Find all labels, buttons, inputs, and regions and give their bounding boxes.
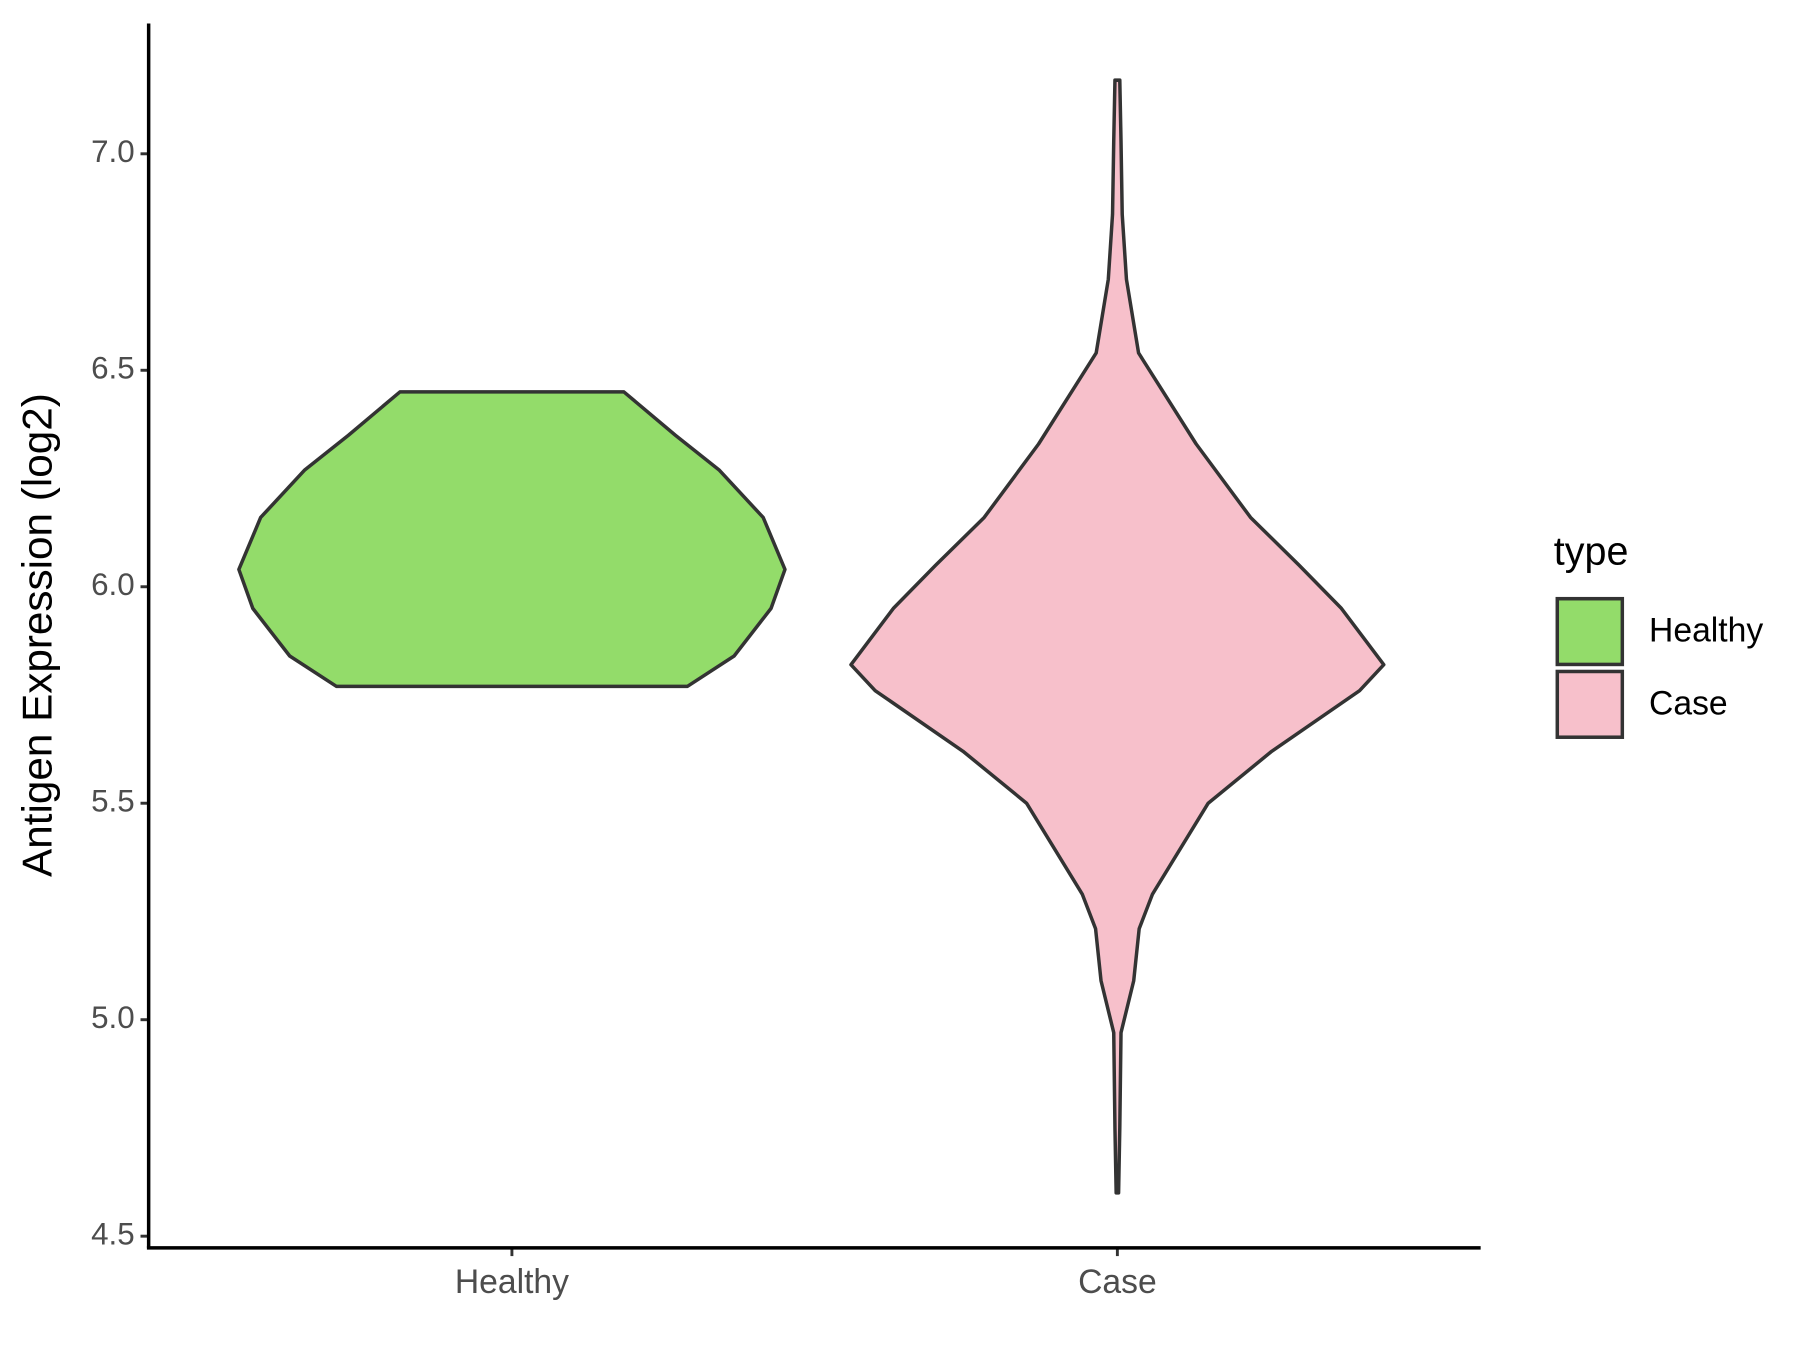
legend-title: type (1554, 529, 1629, 573)
violin (849, 78, 1386, 1195)
x-tick-label: Case (1078, 1263, 1157, 1301)
y-tick-label: 6.0 (91, 566, 135, 602)
legend-key (1555, 596, 1625, 667)
violin (237, 390, 787, 689)
x-tick-label: Healthy (455, 1263, 569, 1301)
y-tick-label: 5.0 (91, 999, 135, 1035)
legend-label: Healthy (1649, 612, 1763, 650)
y-tick-label: 6.5 (91, 349, 135, 385)
y-axis-title: Antigen Expression (log2) (14, 393, 61, 877)
y-tick-label: 7.0 (91, 133, 135, 169)
legend-key (1555, 669, 1625, 739)
y-tick-label: 4.5 (91, 1215, 135, 1251)
y-tick-label: 5.5 (91, 782, 135, 818)
legend-label: Case (1649, 684, 1728, 722)
